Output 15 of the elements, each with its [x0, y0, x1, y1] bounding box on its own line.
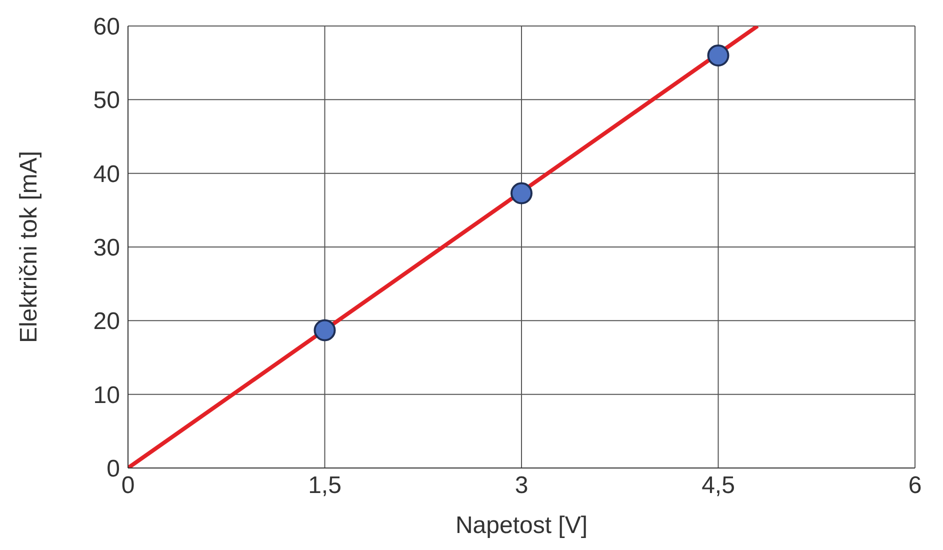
y-tick-label: 20	[93, 308, 120, 336]
y-axis-title: Električni tok [mA]	[16, 150, 43, 344]
x-tick-label: 4,5	[702, 472, 735, 500]
x-axis-title: Napetost [V]	[455, 512, 588, 539]
x-tick-label: 3	[514, 472, 528, 500]
point	[707, 44, 730, 66]
point	[510, 182, 532, 204]
y-tick-label: 10	[93, 382, 120, 409]
point	[314, 319, 336, 342]
y-tick-label: 50	[93, 87, 120, 114]
y-tick-label: 40	[93, 160, 120, 188]
x-tick-label: 6	[908, 472, 922, 500]
y-tick-label: 30	[93, 234, 120, 262]
x-tick-label: 1,5	[308, 472, 342, 500]
y-tick-label: 60	[93, 14, 120, 41]
